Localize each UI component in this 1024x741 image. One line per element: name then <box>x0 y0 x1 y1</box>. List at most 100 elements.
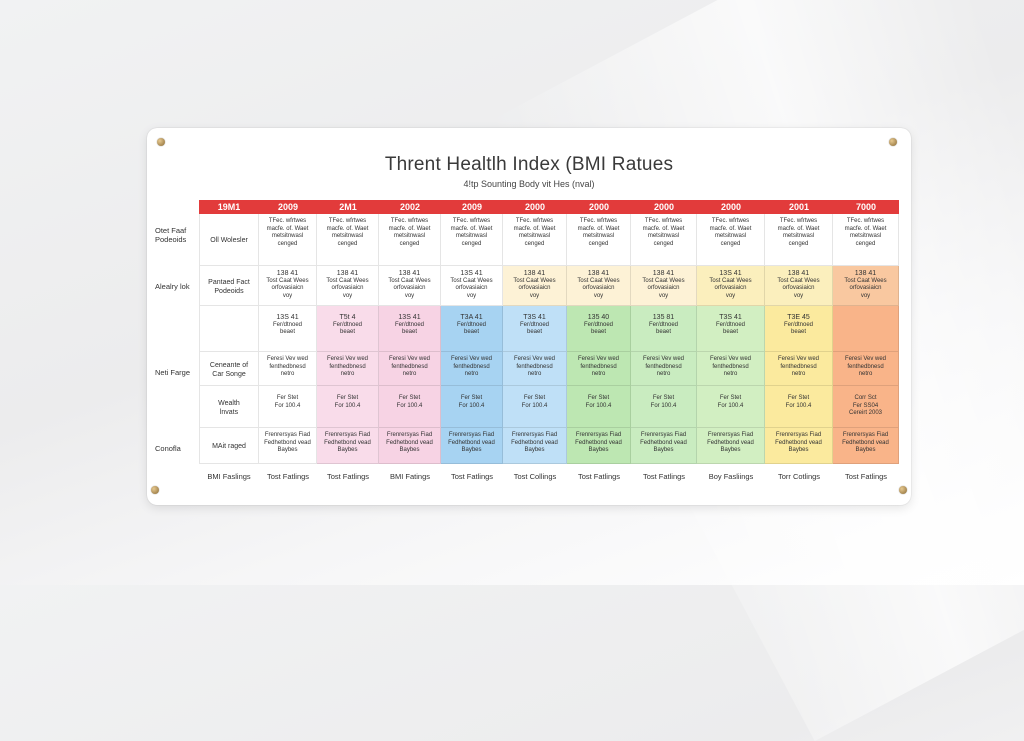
table-cell: Feresi Vev wed fenthedbnesd netro <box>765 352 833 386</box>
table-cell: Fer Stet For 100.4 <box>259 386 317 428</box>
screw-bottom-right <box>899 486 907 494</box>
col0-cell: Pantaed Fact Podeoids <box>199 266 259 306</box>
table-cell: TFec. wfrtwes macfe. of. Waet metsitnwasl c… <box>259 214 317 266</box>
header-year-6: 2000 <box>588 202 610 212</box>
table-cell: Fer Stet For 100.4 <box>631 386 697 428</box>
table-cell: Frenrersyas Fiad Fedhetbond vead Baybes <box>631 428 697 464</box>
footer-label-10: Tost Fatlings <box>844 472 888 481</box>
table-cell: Fer Stet For 100.4 <box>441 386 503 428</box>
table-cell: 13S 41 Fer/dtnoed beaet <box>259 306 317 352</box>
poster-subtitle: 4!tp Sounting Body vit Hes (nval) <box>463 179 595 189</box>
table-cell: Frenrersyas Fiad Fedhetbond vead Baybes <box>259 428 317 464</box>
footer-label-1: Tost Fatlings <box>266 472 310 481</box>
table-cell: TFec. wfrtwes macfe. of. Waet metsitnwasl c… <box>503 214 567 266</box>
table-cell: Frenrersyas Fiad Fedhetbond vead Baybes <box>317 428 379 464</box>
table-cell: Feresi Vev wed fenthedbnesd netro <box>259 352 317 386</box>
table-cell: Frenrersyas Fiad Fedhetbond vead Baybes <box>567 428 631 464</box>
row-label-3: Neti Farge <box>155 368 191 377</box>
table-cell: T3S 41 Fer/dtnoed beaet <box>503 306 567 352</box>
row-label-5: Conofla <box>155 444 181 453</box>
table-cell: Feresi Vev wed fenthedbnesd netro <box>317 352 379 386</box>
screw-bottom-left <box>151 486 159 494</box>
row-label-0: Otet Faaf Podeoids <box>155 226 187 244</box>
table-cell <box>833 306 899 352</box>
footer-label-5: Tost Collings <box>513 472 557 481</box>
table-cell: Frenrersyas Fiad Fedhetbond vead Baybes <box>697 428 765 464</box>
table-cell: T3E 45 Fer/dtnoed beaet <box>765 306 833 352</box>
table-cell: Frenrersyas Fiad Fedhetbond vead Baybes <box>441 428 503 464</box>
header-year-9: 2001 <box>788 202 810 212</box>
header-year-3: 2002 <box>399 202 421 212</box>
table-cell: T3S 41 Fer/dtnoed beaet <box>697 306 765 352</box>
col0-cell: Oll Wolesler <box>199 214 259 266</box>
footer-label-6: Tost Fatlings <box>577 472 621 481</box>
table-cell: Feresi Vev wed fenthedbnesd netro <box>697 352 765 386</box>
table-cell: Feresi Vev wed fenthedbnesd netro <box>441 352 503 386</box>
footer-label-0: BMI Faslings <box>207 472 251 481</box>
table-cell: Fer Stet For 100.4 <box>697 386 765 428</box>
col0-cell <box>199 306 259 352</box>
footer-label-2: Tost Fatlings <box>326 472 370 481</box>
table-cell: TFec. wfrtwes macfe. of. Waet metsitnwasl c… <box>697 214 765 266</box>
header-year-10: 7000 <box>855 202 877 212</box>
header-year-7: 2000 <box>653 202 675 212</box>
screw-top-left <box>157 138 165 146</box>
table-cell: TFec. wfrtwes macfe. of. Waet metsitnwasl c… <box>567 214 631 266</box>
table-cell: 13S 41 Tost Caat Wees orfovasiaicn voy <box>697 266 765 306</box>
table-cell: TFec. wfrtwes macfe. of. Waet metsitnwasl c… <box>441 214 503 266</box>
poster-title: Thrent Healtlh Index (BMI Ratues <box>384 154 674 175</box>
col0-cell: MAit raged <box>199 428 259 464</box>
table-cell: 138 41 Tost Caat Wees orfovasiaicn voy <box>379 266 441 306</box>
table-cell: Fer Stet For 100.4 <box>379 386 441 428</box>
footer-label-7: Tost Fatlings <box>642 472 686 481</box>
table-cell: TFec. wfrtwes macfe. of. Waet metsitnwasl c… <box>833 214 899 266</box>
col0-cell: Ceneante of Car Songe <box>199 352 259 386</box>
table-cell: TFec. wfrtwes macfe. of. Waet metsitnwasl c… <box>765 214 833 266</box>
header-year-4: 2009 <box>461 202 483 212</box>
table-cell: T3A 41 Fer/dtnoed beaet <box>441 306 503 352</box>
table-cell: 138 41 Tost Caat Wees orfovasiaicn voy <box>259 266 317 306</box>
table-cell: TFec. wfrtwes macfe. of. Waet metsitnwasl c… <box>317 214 379 266</box>
table-cell: 135 81 Fer/dtnoed beaet <box>631 306 697 352</box>
header-year-8: 2000 <box>720 202 742 212</box>
wall-poster: Thrent Healtlh Index (BMI Ratues 4!tp So… <box>147 128 911 505</box>
screw-top-right <box>889 138 897 146</box>
table-cell: TFec. wfrtwes macfe. of. Waet metsitnwasl c… <box>379 214 441 266</box>
table-cell: Feresi Vev wed fenthedbnesd netro <box>379 352 441 386</box>
table-cell: 13S 41 Tost Caat Wees orfovasiaicn voy <box>441 266 503 306</box>
table-cell: Frenrersyas Fiad Fedhetbond vead Baybes <box>379 428 441 464</box>
footer-label-4: Tost Fatlings <box>450 472 494 481</box>
table-cell: Fer Stet For 100.4 <box>317 386 379 428</box>
footer-label-9: Torr Cotlings <box>777 472 821 481</box>
table-cell: 138 41 Tost Caat Wees orfovasiaicn voy <box>503 266 567 306</box>
col0-cell: Wealth lnvats <box>199 386 259 428</box>
header-year-1: 2009 <box>277 202 299 212</box>
header-year-0: 19M1 <box>217 202 241 212</box>
footer-label-8: Boy Fasliings <box>708 472 754 481</box>
table-cell: Fer Stet For 100.4 <box>765 386 833 428</box>
table-cell: 138 41 Tost Caat Wees orfovasiaicn voy <box>765 266 833 306</box>
table-cell: Frenrersyas Fiad Fedhetbond vead Baybes <box>503 428 567 464</box>
table-cell: T5t 4 Fer/dtnoed beaet <box>317 306 379 352</box>
table-header-bar: 19M1 2009 2M1 2002 2009 2000 2000 2000 2000 2001 7… <box>199 200 899 214</box>
table-cell: Frenrersyas Fiad Fedhetbond vead Baybes <box>833 428 899 464</box>
table-cell: 135 40 Fer/dtnoed beaet <box>567 306 631 352</box>
table-cell: Feresi Vev wed fenthedbnesd netro <box>631 352 697 386</box>
header-year-2: 2M1 <box>339 202 357 212</box>
table-cell: 138 41 Tost Caat Wees orfovasiaicn voy <box>317 266 379 306</box>
footer-label-3: BMI Fatings <box>389 472 430 481</box>
table-cell: 138 41 Tost Caat Wees orfovasiaicn voy <box>567 266 631 306</box>
header-year-5: 2000 <box>524 202 546 212</box>
table-cell: 138 41 Tost Caat Wees orfovasiaicn voy <box>833 266 899 306</box>
table-cell: Corr Sct Fer SS04 Cereirt 2003 <box>833 386 899 428</box>
table-cell: 13S 41 Fer/dtnoed beaet <box>379 306 441 352</box>
row-label-1: Alealry lok <box>155 282 190 291</box>
table-cell: Frenrersyas Fiad Fedhetbond vead Baybes <box>765 428 833 464</box>
table-cell: Feresi Vev wed fenthedbnesd netro <box>503 352 567 386</box>
table-cell: 138 41 Tost Caat Wees orfovasiaicn voy <box>631 266 697 306</box>
table-cell: Fer Stet For 100.4 <box>503 386 567 428</box>
table-cell: Fer Stet For 100.4 <box>567 386 631 428</box>
table-cell: Feresi Vev wed fenthedbnesd netro <box>567 352 631 386</box>
table-cell: TFec. wfrtwes macfe. of. Waet metsitnwasl c… <box>631 214 697 266</box>
table-cell: Feresi Vev wed fenthedbnesd netro <box>833 352 899 386</box>
